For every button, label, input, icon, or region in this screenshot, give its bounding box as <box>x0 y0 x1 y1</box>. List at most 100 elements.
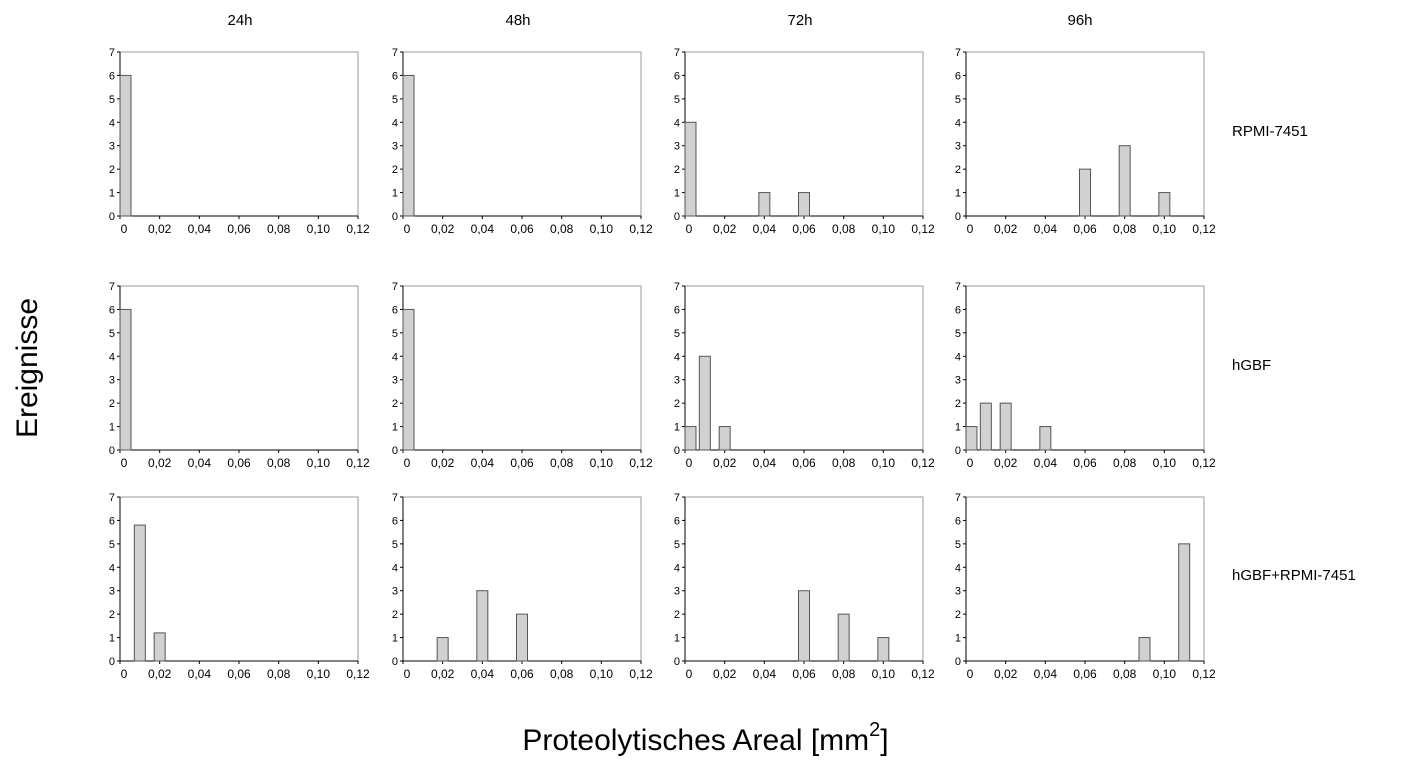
x-tick-label: 0,06 <box>1073 456 1097 470</box>
histogram-bar <box>758 192 771 217</box>
y-tick-label: 1 <box>109 422 115 434</box>
x-tick-label: 0,06 <box>227 456 251 470</box>
x-tick-label: 0,12 <box>1192 222 1216 236</box>
y-tick-label: 4 <box>674 351 680 363</box>
y-tick-label: 7 <box>674 281 680 293</box>
y-tick-label: 5 <box>109 328 115 340</box>
y-tick-label: 7 <box>674 47 680 59</box>
x-tick-label: 0,04 <box>188 667 212 681</box>
x-tick-label: 0,04 <box>753 222 777 236</box>
x-tick-label: 0 <box>686 667 693 681</box>
histogram-bar <box>402 74 415 217</box>
y-tick-label: 2 <box>392 398 398 410</box>
x-tick-label: 0 <box>404 667 411 681</box>
x-tick-label: 0,12 <box>346 456 370 470</box>
x-tick-label: 0,06 <box>1073 222 1097 236</box>
x-tick-label: 0,02 <box>148 222 172 236</box>
y-tick-label: 7 <box>392 492 398 504</box>
x-tick-label: 0,10 <box>872 222 896 236</box>
y-tick-label: 0 <box>392 211 398 223</box>
row-label-hgbf-rpmi-7451: hGBF+RPMI-7451 <box>1232 567 1356 584</box>
chart-panel: 0 1 2 3 4 5 6 7 0 0,02 0,04 0,06 0,08 0,10 0,12 <box>674 47 935 236</box>
x-tick-label: 0,12 <box>911 456 935 470</box>
y-tick-label: 4 <box>955 562 961 574</box>
x-tick-label: 0,12 <box>346 222 370 236</box>
histogram-bar <box>837 613 850 662</box>
y-tick-label: 7 <box>674 492 680 504</box>
x-tick-label: 0 <box>967 456 974 470</box>
x-axis-label-text: Proteolytisches Areal [mm <box>522 724 870 757</box>
x-tick-label: 0,08 <box>832 667 856 681</box>
chart-panel: 0 1 2 3 4 5 6 7 0 0,02 0,04 0,06 0,08 0,10 0,12 <box>392 281 653 470</box>
x-tick-label: 0,10 <box>590 667 614 681</box>
x-tick-label: 0,02 <box>148 667 172 681</box>
x-tick-label: 0 <box>967 222 974 236</box>
chart-panel: 0 1 2 3 4 5 6 7 0 0,02 0,04 0,06 0,08 0,10 0,12 <box>955 281 1216 470</box>
column-header-96h: 96h <box>1067 12 1093 29</box>
y-tick-label: 1 <box>674 633 680 645</box>
histogram-bar <box>436 637 449 662</box>
chart-panel: 0 1 2 3 4 5 6 7 0 0,02 0,04 0,06 0,08 0,10 0,12 <box>109 281 370 470</box>
plot-frame <box>402 51 642 217</box>
column-header-48h: 48h <box>505 12 531 29</box>
y-tick-label: 5 <box>674 94 680 106</box>
x-tick-label: 0,04 <box>1034 222 1058 236</box>
x-tick-label: 0,06 <box>792 456 816 470</box>
histogram-bar <box>684 121 697 217</box>
x-tick-label: 0,02 <box>713 222 737 236</box>
column-header-72h: 72h <box>787 12 813 29</box>
histogram-bar <box>684 426 697 451</box>
y-tick-label: 0 <box>109 211 115 223</box>
histogram-bar <box>718 426 731 451</box>
y-tick-label: 1 <box>674 422 680 434</box>
histogram-bar <box>133 524 146 662</box>
y-tick-label: 4 <box>674 562 680 574</box>
histogram-bar <box>402 308 415 451</box>
y-tick-label: 3 <box>674 375 680 387</box>
y-tick-label: 6 <box>674 304 680 316</box>
y-tick-label: 6 <box>392 304 398 316</box>
x-tick-label: 0 <box>121 667 128 681</box>
y-tick-label: 0 <box>674 656 680 668</box>
chart-panel: 0 1 2 3 4 5 6 7 0 0,02 0,04 0,06 0,08 0,10 0,12 <box>392 47 653 236</box>
y-tick-label: 3 <box>109 375 115 387</box>
y-tick-label: 4 <box>109 562 115 574</box>
y-tick-label: 2 <box>392 609 398 621</box>
y-tick-label: 0 <box>392 445 398 457</box>
x-tick-label: 0,04 <box>753 667 777 681</box>
plot-frame <box>684 285 924 451</box>
y-tick-label: 3 <box>955 141 961 153</box>
x-tick-label: 0,10 <box>1153 667 1177 681</box>
x-tick-label: 0,12 <box>629 456 653 470</box>
y-tick-label: 4 <box>109 117 115 129</box>
x-tick-label: 0 <box>686 222 693 236</box>
y-tick-label: 7 <box>392 281 398 293</box>
y-tick-label: 3 <box>109 141 115 153</box>
y-tick-label: 6 <box>392 70 398 82</box>
histogram-bar <box>1079 168 1091 217</box>
y-tick-label: 3 <box>392 141 398 153</box>
column-header-24h: 24h <box>227 12 253 29</box>
y-tick-label: 0 <box>392 656 398 668</box>
y-tick-label: 2 <box>674 398 680 410</box>
histogram-bar <box>965 426 978 451</box>
y-tick-label: 1 <box>392 188 398 200</box>
histogram-bar <box>999 402 1012 451</box>
y-tick-label: 4 <box>955 117 961 129</box>
x-axis-label-superscript: 2 <box>869 719 881 741</box>
chart-panel: 0 1 2 3 4 5 6 7 0 0,02 0,04 0,06 0,08 0,10 0,12 <box>674 492 935 681</box>
histogram-bar <box>698 355 711 451</box>
x-tick-label: 0 <box>121 456 128 470</box>
x-tick-label: 0,08 <box>550 456 574 470</box>
y-tick-label: 2 <box>109 398 115 410</box>
x-tick-label: 0,02 <box>431 667 455 681</box>
histogram-bar <box>979 402 992 451</box>
y-tick-label: 4 <box>674 117 680 129</box>
x-tick-label: 0,12 <box>1192 456 1216 470</box>
x-tick-label: 0,06 <box>510 667 534 681</box>
y-tick-label: 6 <box>955 515 961 527</box>
y-tick-label: 6 <box>109 304 115 316</box>
histogram-bar <box>153 632 166 662</box>
x-tick-label: 0,12 <box>911 222 935 236</box>
